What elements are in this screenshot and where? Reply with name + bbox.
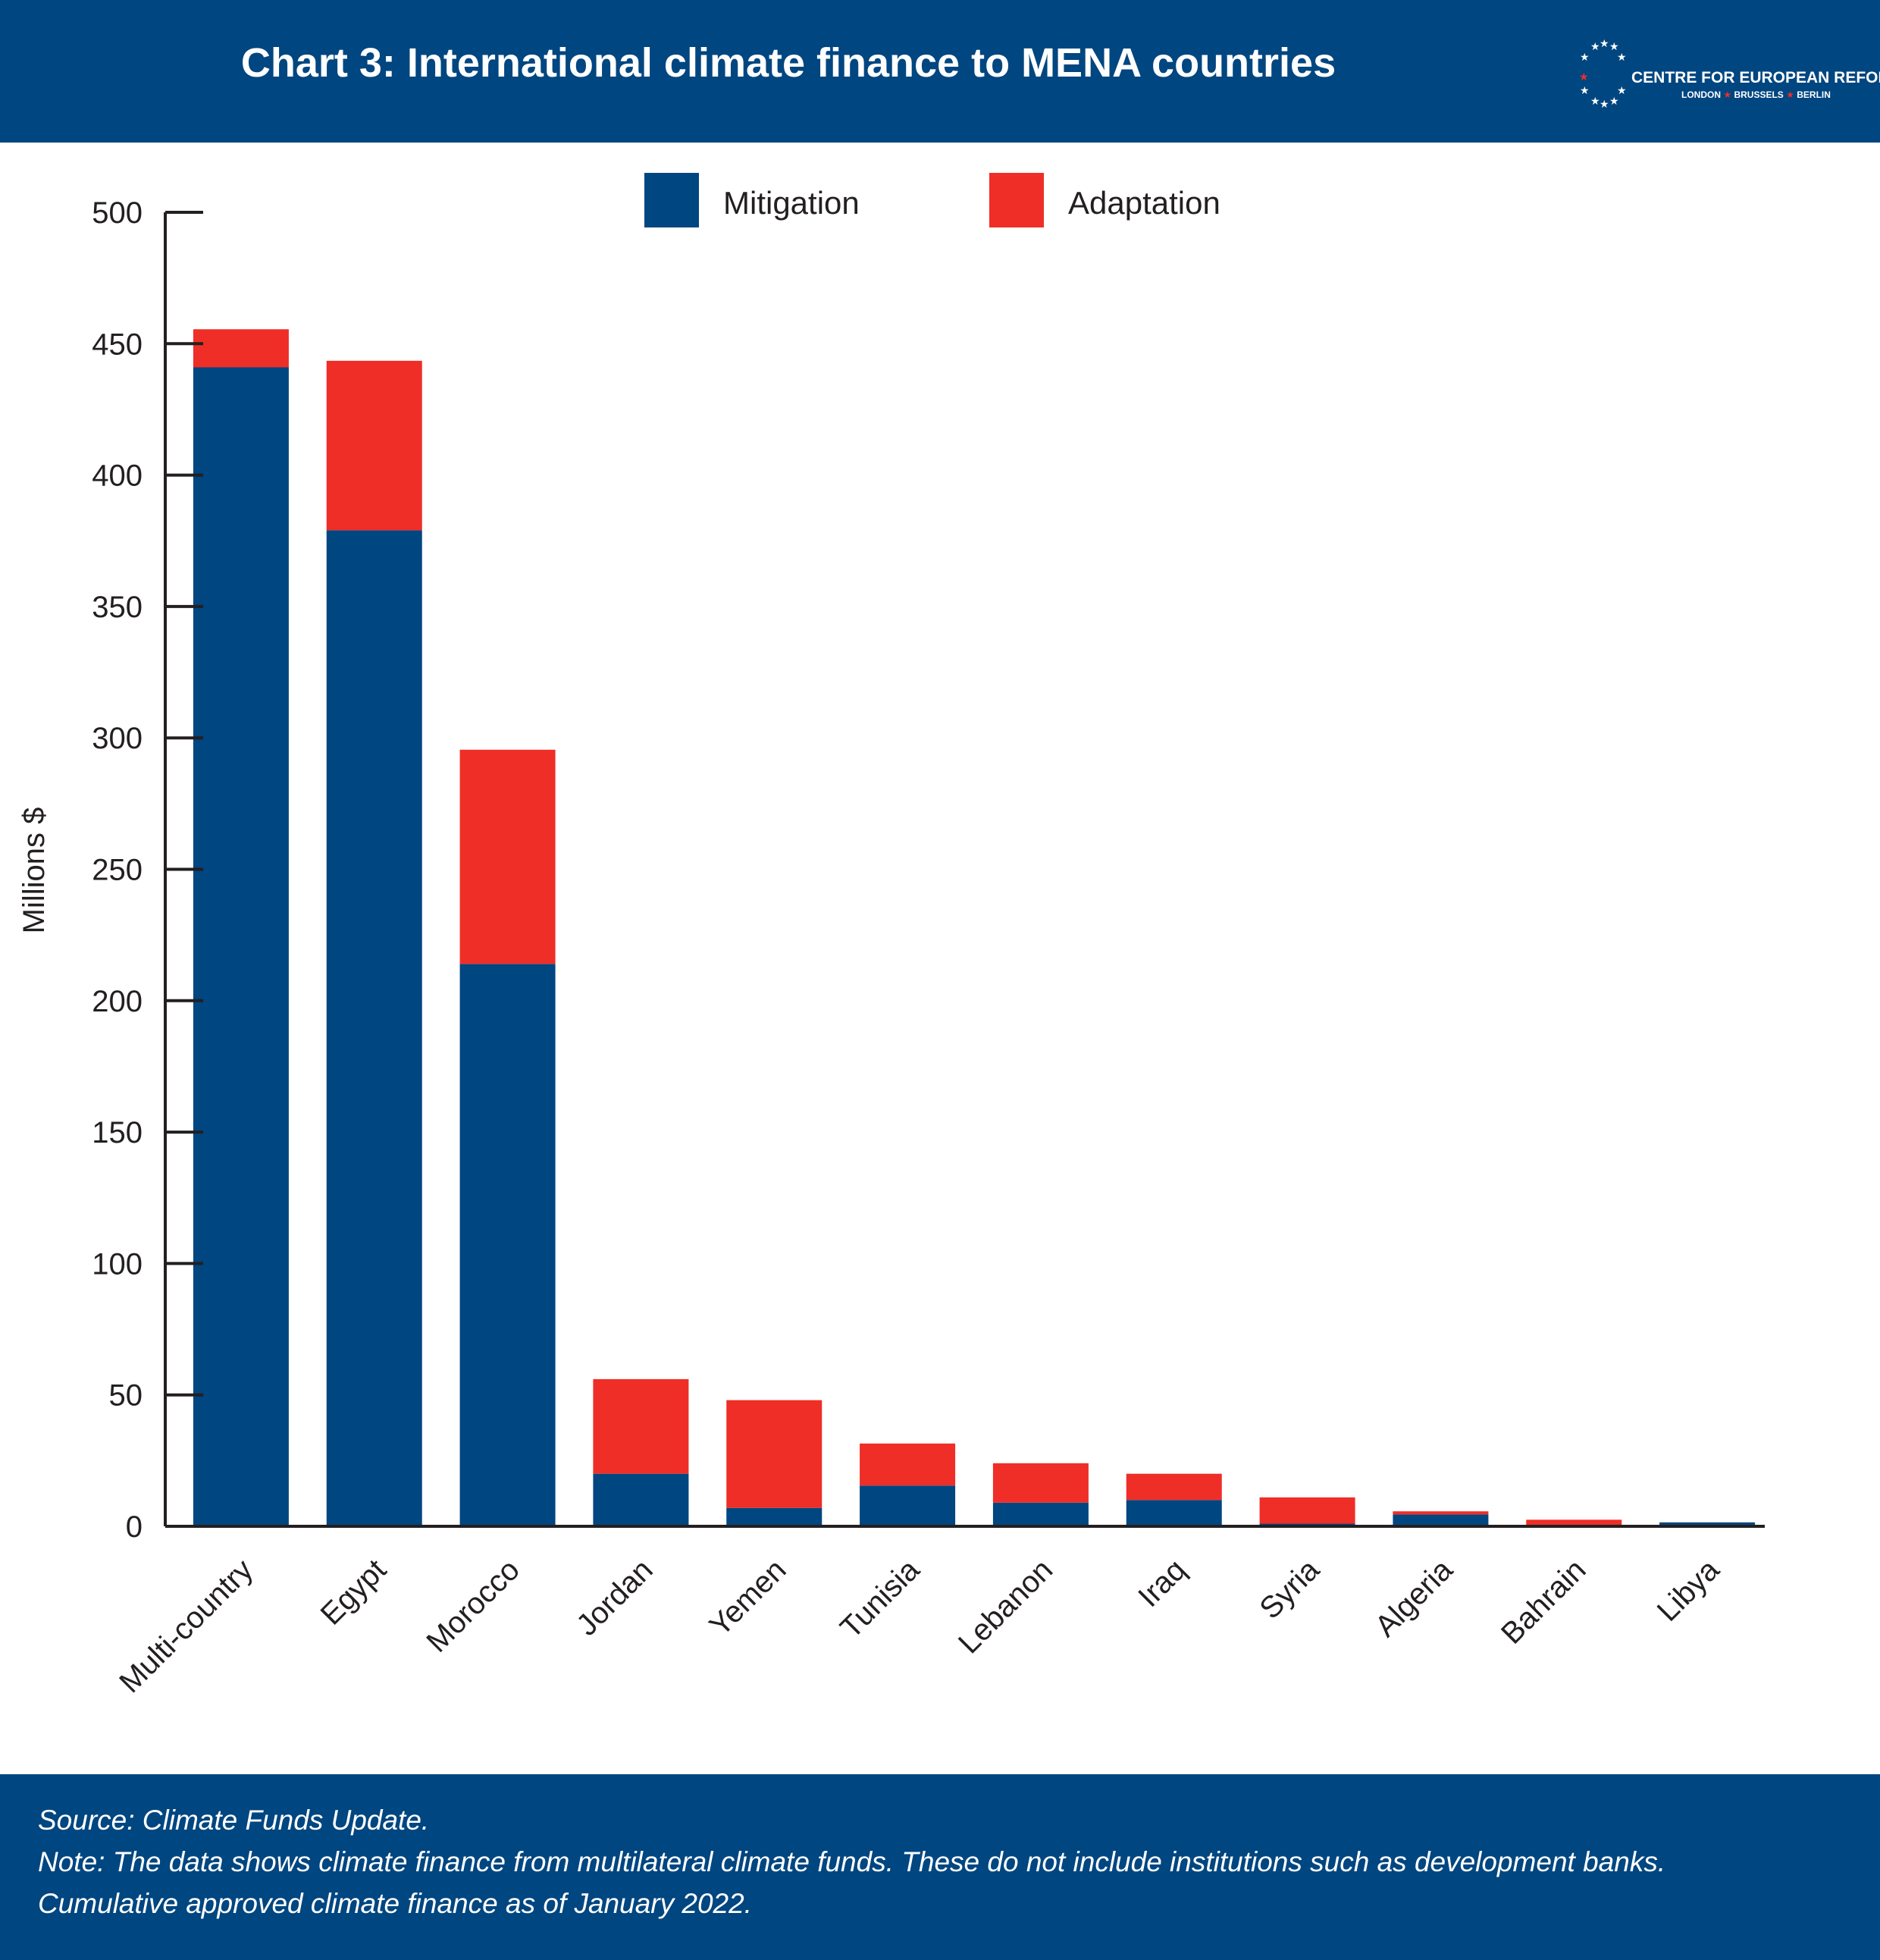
bar-mitigation-tunisia <box>860 1485 956 1526</box>
x-tick-label: Bahrain <box>1495 1553 1593 1651</box>
stacked-bar-chart: Mitigation Adaptation 0 50 100 150 200 250 300 3… <box>17 173 1765 1700</box>
x-tick-label: Jordan <box>570 1553 660 1642</box>
y-tick-label: 450 <box>92 328 143 361</box>
x-tick-label: Libya <box>1651 1553 1726 1628</box>
bar-adaptation-egypt <box>326 360 422 531</box>
x-tick-label: Morocco <box>420 1553 526 1659</box>
y-tick-label: 200 <box>92 985 143 1018</box>
svg-text:★: ★ <box>1609 41 1619 53</box>
y-tick-label: 100 <box>92 1247 143 1281</box>
bar-adaptation-lebanon <box>992 1463 1089 1503</box>
bar-mitigation-morocco <box>459 964 556 1526</box>
x-tick-label: Egypt <box>315 1553 393 1631</box>
x-tick-label: Algeria <box>1369 1553 1460 1644</box>
bar-mitigation-libya <box>1659 1522 1756 1526</box>
bar-adaptation-tunisia <box>860 1443 956 1486</box>
logo-wordmark: CENTRE FOR EUROPEAN REFORM <box>1631 69 1880 86</box>
y-tick-label: 0 <box>126 1510 143 1544</box>
bar-mitigation-yemen <box>726 1507 822 1526</box>
x-tick-label: Yemen <box>703 1553 792 1642</box>
svg-text:★: ★ <box>1579 71 1589 83</box>
logo-city: LONDON <box>1681 89 1721 100</box>
svg-text:★: ★ <box>1590 41 1600 53</box>
svg-text:★: ★ <box>1590 96 1600 108</box>
y-tick-label: 150 <box>92 1116 143 1149</box>
x-tick-label: Syria <box>1253 1553 1326 1626</box>
x-tick-labels: Multi-country Egypt Morocco Jordan Yemen Tuni… <box>113 1553 1726 1700</box>
legend-label-mitigation: Mitigation <box>723 185 860 221</box>
cer-logo: ★ ★ ★ ★ ★ ★ ★ ★ ★ ★ ★ CENTRE FOR EUROPEAN REFO… <box>1569 36 1880 120</box>
svg-text:★: ★ <box>1617 52 1627 64</box>
x-tick-label: Iraq <box>1132 1553 1192 1613</box>
y-tick-label: 500 <box>92 196 143 230</box>
x-tick-label: Tunisia <box>834 1553 926 1645</box>
svg-text:★: ★ <box>1617 85 1627 97</box>
bar-adaptation-iraq <box>1126 1473 1222 1501</box>
data-note: Note: The data shows climate finance fro… <box>38 1846 1666 1877</box>
bar-adaptation-morocco <box>459 749 556 964</box>
logo-city: BERLIN <box>1797 89 1831 100</box>
svg-text:★: ★ <box>1609 96 1619 108</box>
bar-mitigation-lebanon <box>992 1502 1089 1526</box>
bar-mitigation-iraq <box>1126 1500 1222 1526</box>
bar-adaptation-multi-country <box>193 329 289 368</box>
star-ring-icon: ★ ★ ★ ★ ★ ★ ★ ★ ★ ★ ★ <box>1579 38 1627 111</box>
y-axis-label: Millions $ <box>17 808 51 934</box>
source-note: Source: Climate Funds Update. <box>38 1805 430 1836</box>
chart-axes: 0 50 100 150 200 250 300 350 400 450 500 <box>92 196 1765 1544</box>
bar-mitigation-jordan <box>593 1473 689 1526</box>
y-tick-label: 50 <box>109 1379 143 1413</box>
legend-label-adaptation: Adaptation <box>1068 185 1220 221</box>
bar-adaptation-yemen <box>726 1400 822 1508</box>
bar-group <box>193 329 1756 1526</box>
bar-adaptation-syria <box>1259 1497 1355 1524</box>
y-tick-label: 400 <box>92 459 143 493</box>
bar-adaptation-algeria <box>1393 1511 1489 1515</box>
header-bar: Chart 3: International climate finance t… <box>0 0 1880 143</box>
svg-text:★: ★ <box>1580 85 1590 97</box>
date-note: Cumulative approved climate finance as o… <box>38 1888 752 1919</box>
x-tick-label: Multi-country <box>113 1553 259 1699</box>
bar-adaptation-jordan <box>593 1378 689 1474</box>
svg-text:★: ★ <box>1580 52 1590 64</box>
footer-bar: Source: Climate Funds Update. Note: The … <box>0 1774 1880 1960</box>
x-tick-label: Lebanon <box>952 1553 1059 1660</box>
logo-city: BRUSSELS <box>1734 89 1784 100</box>
y-tick-label: 300 <box>92 722 143 755</box>
bar-mitigation-algeria <box>1393 1514 1489 1526</box>
y-tick-label: 350 <box>92 591 143 624</box>
y-tick-label: 250 <box>92 854 143 887</box>
chart-title: Chart 3: International climate finance t… <box>240 40 1336 86</box>
bar-mitigation-egypt <box>326 530 422 1526</box>
chart-legend: Mitigation Adaptation <box>644 173 1220 227</box>
svg-text:★: ★ <box>1600 38 1609 50</box>
legend-swatch-mitigation <box>644 173 699 227</box>
legend-swatch-adaptation <box>989 173 1044 227</box>
bar-mitigation-multi-country <box>193 367 289 1526</box>
svg-text:★: ★ <box>1600 99 1609 111</box>
bar-adaptation-bahrain <box>1526 1519 1622 1526</box>
logo-cities: LONDON ★ BRUSSELS ★ BERLIN <box>1681 89 1831 100</box>
